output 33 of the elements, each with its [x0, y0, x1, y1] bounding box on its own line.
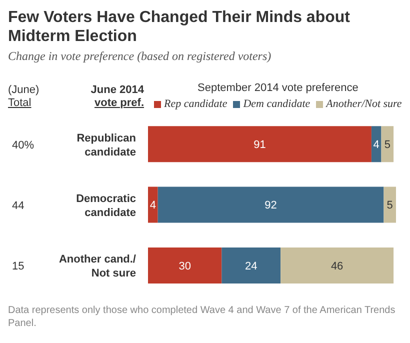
bar — [384, 186, 396, 223]
legend-label: Dem candidate — [242, 98, 310, 110]
y-tick-label: Democratic candidate — [76, 193, 136, 219]
bar — [381, 126, 394, 162]
data-label: 30 — [178, 260, 191, 272]
legend-label: Rep candidate — [163, 98, 228, 110]
bar — [371, 126, 382, 162]
legend-label: Another/Not sure — [324, 98, 402, 110]
y-tick-label: Republican candidate — [76, 132, 136, 158]
bar — [148, 186, 158, 223]
text: 44 — [12, 200, 24, 212]
data-label: 4 — [150, 200, 156, 212]
data-label: 91 — [254, 139, 266, 152]
text: (June) Total — [8, 84, 40, 110]
text: Data represents only those who completed Wave 4 and Wave 7 of the American Trends Panel. — [8, 304, 396, 330]
data-label: 46 — [330, 260, 344, 272]
bar — [148, 126, 372, 162]
text: 40% — [12, 139, 34, 152]
chart-title: Few Voters Have Changed Their Minds about Midterm Election — [8, 8, 351, 46]
chart-subtitle: Change in vote preference (based on registered voters) — [8, 49, 272, 64]
y-tick-label: Another cand./ Not sure — [58, 254, 136, 280]
data-label: 92 — [264, 200, 277, 212]
bar — [158, 186, 384, 223]
bar — [222, 247, 281, 284]
text: June 2014 vote pref. — [90, 84, 144, 110]
data-label: 24 — [245, 260, 258, 272]
legend-title: September 2014 vote preference — [196, 82, 360, 94]
data-label: 5 — [384, 139, 390, 152]
data-label: 4 — [373, 139, 380, 152]
data-label: 5 — [386, 200, 393, 212]
text: 15 — [12, 260, 24, 273]
bar — [280, 247, 394, 284]
bar — [148, 247, 222, 284]
